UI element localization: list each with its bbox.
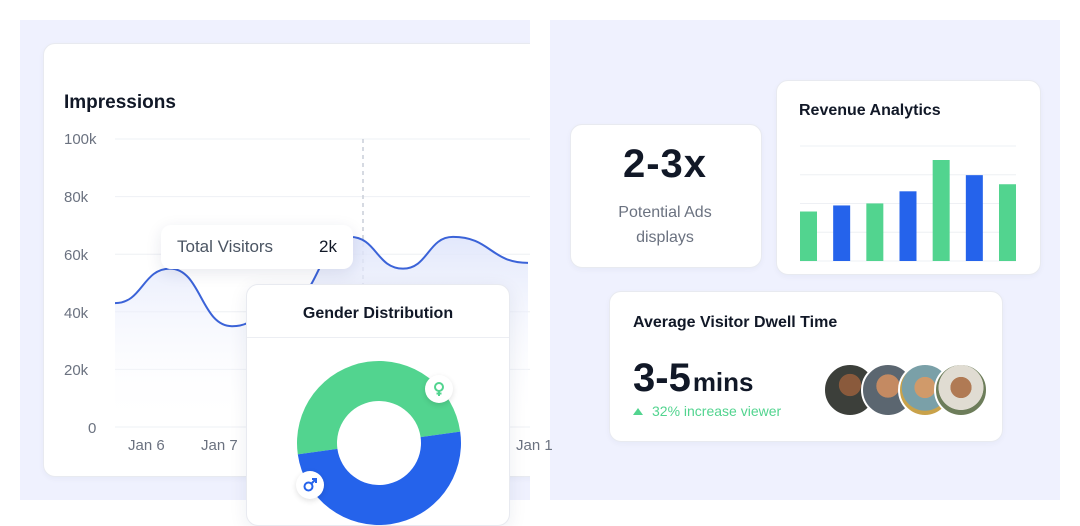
potential-ads-value: 2-3x <box>622 142 708 186</box>
dwell-time-title: Average Visitor Dwell Time <box>633 314 838 331</box>
revenue-bar-5 <box>932 160 950 261</box>
donut-slice-female <box>297 361 461 455</box>
male-symbol-icon <box>296 471 324 499</box>
revenue-analytics-title: Revenue Analytics <box>799 102 941 119</box>
tooltip-label: Total Visitors <box>177 237 274 256</box>
x-tick-jan-6: Jan 6 <box>128 437 165 454</box>
female-symbol-icon <box>425 375 453 403</box>
gender-distribution-title: Gender Distribution <box>302 305 454 322</box>
potential-ads-label-line-1: Potential Ads <box>618 204 712 221</box>
dwell-trend-text: 32% increase viewer <box>652 403 782 419</box>
revenue-bar-3 <box>866 203 884 261</box>
dwell-time-value: 3-5mins <box>633 356 754 401</box>
divider <box>247 337 509 338</box>
potential-ads-label: Potential Ads displays <box>570 200 760 250</box>
revenue-bar-6 <box>965 175 983 261</box>
impressions-title: Impressions <box>64 92 176 113</box>
visitor-avatar-4 <box>934 363 988 417</box>
y-tick-20k: 20k <box>64 362 89 379</box>
x-tick-jan-1: Jan 1 <box>516 437 553 454</box>
tooltip-value: 2k <box>319 237 337 256</box>
y-tick-80k: 80k <box>64 189 89 206</box>
y-tick-40k: 40k <box>64 305 89 322</box>
total-visitors-tooltip: Total Visitors 2k <box>161 225 353 269</box>
revenue-bar-chart <box>800 145 1016 262</box>
y-tick-0: 0 <box>88 420 97 437</box>
y-tick-60k: 60k <box>64 247 89 264</box>
x-tick-jan-7: Jan 7 <box>201 437 238 454</box>
potential-ads-card <box>570 124 762 268</box>
y-tick-100k: 100k <box>64 131 97 148</box>
dwell-trend: 32% increase viewer <box>633 403 781 419</box>
revenue-bar-1 <box>800 211 817 261</box>
trend-up-icon <box>633 408 643 415</box>
revenue-bar-2 <box>833 205 851 261</box>
revenue-bar-7 <box>999 184 1016 261</box>
revenue-bar-4 <box>899 191 917 261</box>
potential-ads-label-line-2: displays <box>636 229 694 246</box>
dwell-time-unit: mins <box>692 367 754 397</box>
dwell-time-number: 3-5 <box>633 356 691 400</box>
